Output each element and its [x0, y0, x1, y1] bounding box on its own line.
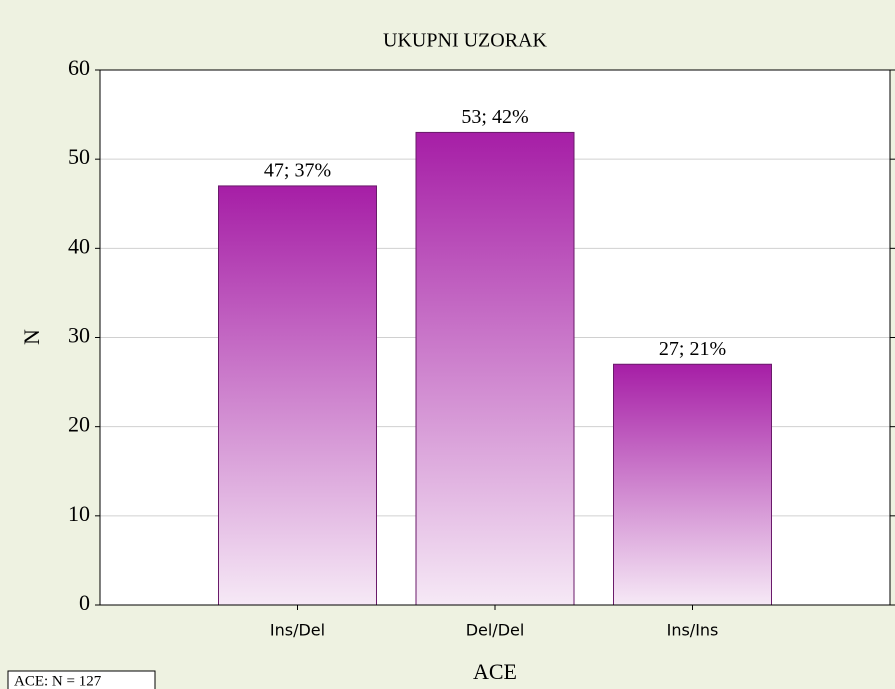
y-axis-label: N [19, 329, 44, 345]
plot-border [99, 69, 891, 606]
y-tick-label: 20 [68, 412, 90, 437]
y-tick-label: 30 [68, 323, 90, 348]
y-tick-label: 10 [68, 501, 90, 526]
bar [415, 131, 575, 606]
x-tick-label: Ins/Del [270, 621, 325, 640]
y-tick-label: 60 [68, 55, 90, 80]
x-tick-label: Del/Del [466, 621, 525, 640]
y-tick-label: 50 [68, 144, 90, 169]
y-tick-label: 40 [68, 233, 90, 258]
data-label: 47; 37% [264, 160, 331, 182]
y-tick-label: 0 [79, 590, 90, 615]
x-axis-label: ACE [473, 659, 517, 684]
bar [218, 185, 377, 606]
x-tick-label: Ins/Ins [667, 621, 719, 640]
note-box [7, 670, 156, 689]
bar [613, 363, 772, 606]
data-label: 53; 42% [461, 106, 528, 128]
chart-title: UKUPNI UZORAK [383, 30, 547, 52]
data-label: 27; 21% [659, 338, 726, 360]
note: ACE: N = 127 [14, 673, 102, 689]
